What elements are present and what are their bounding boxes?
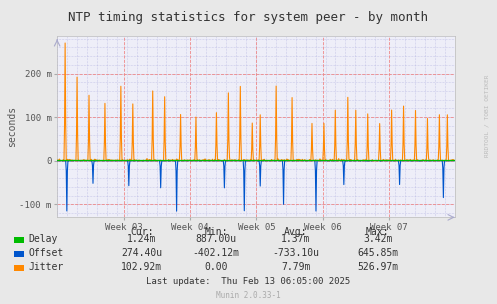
Text: NTP timing statistics for system peer - by month: NTP timing statistics for system peer - … (69, 11, 428, 24)
Text: 3.42m: 3.42m (363, 234, 393, 244)
Text: Jitter: Jitter (28, 262, 64, 272)
Text: 1.37m: 1.37m (281, 234, 311, 244)
Y-axis label: seconds: seconds (6, 106, 16, 147)
Text: 526.97m: 526.97m (357, 262, 398, 272)
Text: Avg:: Avg: (284, 227, 308, 237)
Text: Munin 2.0.33-1: Munin 2.0.33-1 (216, 291, 281, 300)
Text: -733.10u: -733.10u (272, 248, 319, 258)
Text: Cur:: Cur: (130, 227, 154, 237)
Text: Offset: Offset (28, 248, 64, 258)
Text: Delay: Delay (28, 234, 58, 244)
Text: 7.79m: 7.79m (281, 262, 311, 272)
Text: Last update:  Thu Feb 13 06:05:00 2025: Last update: Thu Feb 13 06:05:00 2025 (147, 277, 350, 286)
Text: -402.12m: -402.12m (193, 248, 240, 258)
Text: 274.40u: 274.40u (121, 248, 162, 258)
Text: Min:: Min: (204, 227, 228, 237)
Text: 645.85m: 645.85m (357, 248, 398, 258)
Text: Max:: Max: (366, 227, 390, 237)
Text: RRDTOOL / TOBI OETIKER: RRDTOOL / TOBI OETIKER (485, 74, 490, 157)
Text: 0.00: 0.00 (204, 262, 228, 272)
Text: 887.00u: 887.00u (196, 234, 237, 244)
Text: 1.24m: 1.24m (127, 234, 157, 244)
Text: 102.92m: 102.92m (121, 262, 162, 272)
